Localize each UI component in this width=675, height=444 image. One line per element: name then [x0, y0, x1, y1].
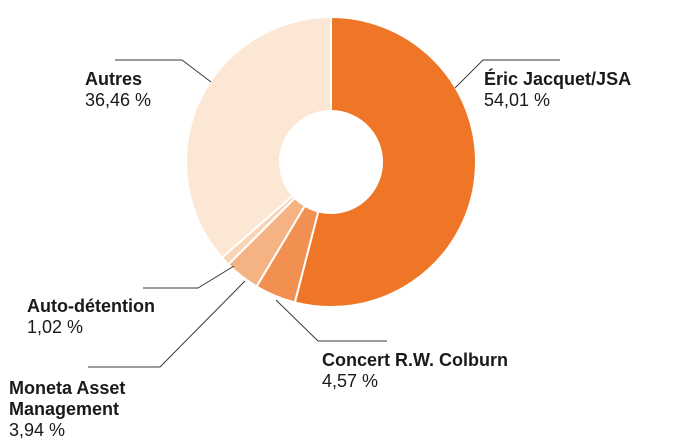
slice-name: Concert R.W. Colburn — [322, 350, 508, 370]
leader-autres — [115, 59, 212, 83]
leader-auto-detention — [143, 265, 235, 289]
label-moneta-asset-management: Moneta Asset Management 3,94 % — [9, 378, 199, 441]
leader-moneta-asset-management — [88, 280, 246, 368]
label-auto-detention: Auto-détention 1,02 % — [27, 296, 155, 338]
slice-value: 4,57 % — [322, 371, 379, 391]
slice-name: Moneta Asset Management — [9, 378, 126, 419]
slice-name: Éric Jacquet/JSA — [484, 69, 632, 89]
leader-eric-jacquet-jsa — [454, 59, 560, 89]
slice-value: 36,46 % — [85, 90, 152, 110]
label-autres: Autres 36,46 % — [85, 69, 151, 111]
leader-concert-rw-colburn — [275, 299, 387, 342]
slice-autres — [185, 15, 332, 260]
slice-value: 3,94 % — [9, 420, 66, 440]
slice-value: 54,01 % — [484, 90, 551, 110]
label-concert-rw-colburn: Concert R.W. Colburn 4,57 % — [322, 350, 508, 392]
slice-eric-jacquet-jsa — [293, 15, 477, 308]
slice-name: Autres — [85, 69, 143, 89]
label-eric-jacquet-jsa: Éric Jacquet/JSA 54,01 % — [484, 69, 631, 111]
slice-value: 1,02 % — [27, 317, 84, 337]
slice-name: Auto-détention — [27, 296, 155, 316]
